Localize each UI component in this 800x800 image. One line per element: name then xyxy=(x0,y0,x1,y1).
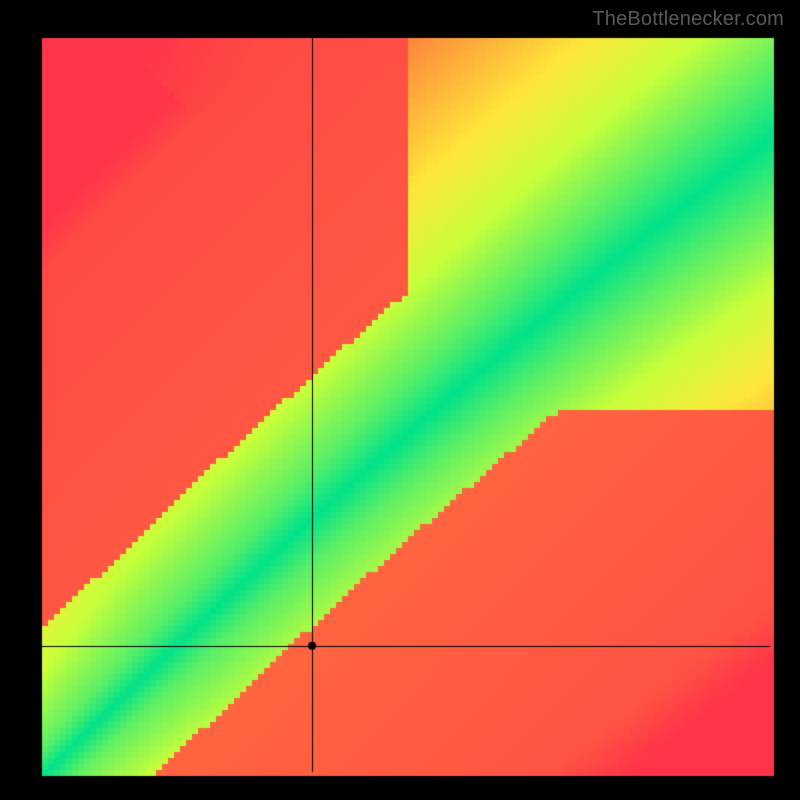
watermark-text: TheBottlenecker.com xyxy=(592,8,784,31)
chart-container: TheBottlenecker.com xyxy=(0,0,800,800)
bottleneck-heatmap-canvas xyxy=(0,0,800,800)
